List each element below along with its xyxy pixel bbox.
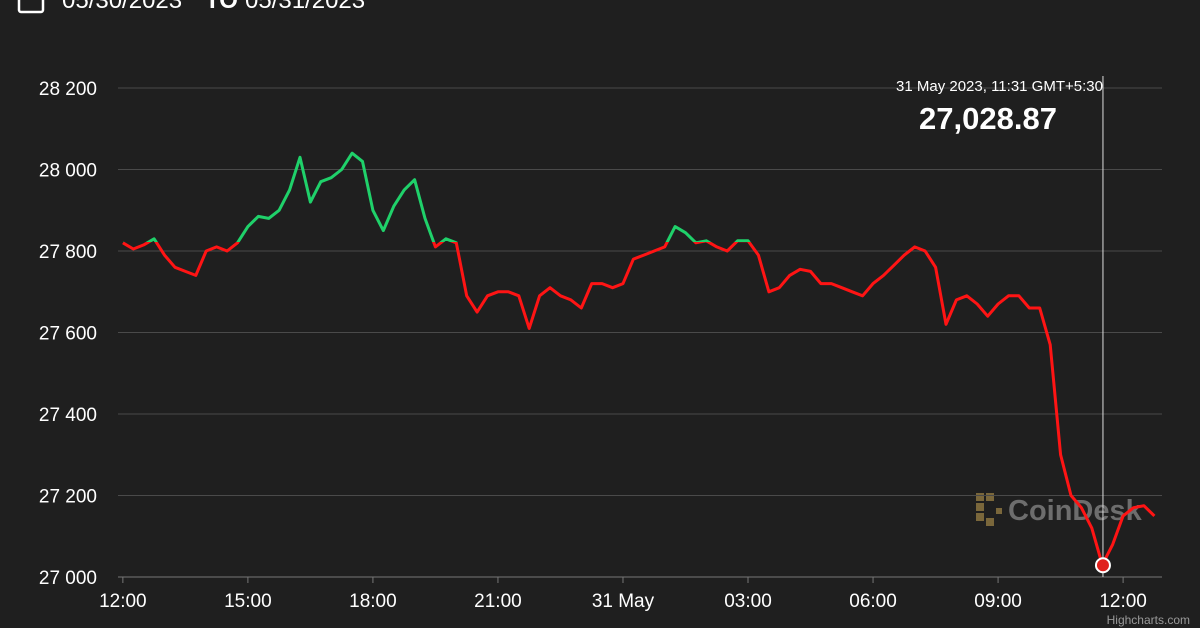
y-tick-label: 27 200 bbox=[39, 487, 97, 508]
tooltip-time: 31 May 2023, 11:31 GMT+5:30 bbox=[896, 78, 1103, 95]
tooltip-value: 27,028.87 bbox=[919, 101, 1057, 136]
x-tick-label: 09:00 bbox=[974, 591, 1022, 612]
x-tick-label: 31 May bbox=[592, 591, 655, 612]
x-tick-label: 18:00 bbox=[349, 591, 397, 612]
x-tick-label: 12:00 bbox=[1099, 591, 1147, 612]
date-to-word: TO bbox=[205, 0, 238, 14]
y-tick-label: 28 000 bbox=[39, 161, 97, 182]
price-line bbox=[122, 151, 1156, 567]
y-tick-label: 27 600 bbox=[39, 324, 97, 345]
date-from[interactable]: 05/30/2023 bbox=[62, 0, 182, 14]
y-tick-label: 27 400 bbox=[39, 405, 97, 426]
x-tick-label: 15:00 bbox=[224, 591, 272, 612]
y-tick-label: 27 800 bbox=[39, 242, 97, 263]
y-tick-label: 28 200 bbox=[39, 79, 97, 100]
calendar-icon[interactable] bbox=[17, 0, 45, 14]
y-tick-label: 27 000 bbox=[39, 568, 97, 589]
x-tick-label: 21:00 bbox=[474, 591, 522, 612]
x-tick-label: 03:00 bbox=[724, 591, 772, 612]
watermark-logo bbox=[976, 493, 1002, 526]
tooltip-marker bbox=[1094, 557, 1111, 574]
date-to[interactable]: 05/31/2023 bbox=[245, 0, 365, 14]
credit[interactable]: Highcharts.com bbox=[1107, 613, 1190, 627]
x-tick-label: 12:00 bbox=[99, 591, 147, 612]
x-tick-label: 06:00 bbox=[849, 591, 897, 612]
